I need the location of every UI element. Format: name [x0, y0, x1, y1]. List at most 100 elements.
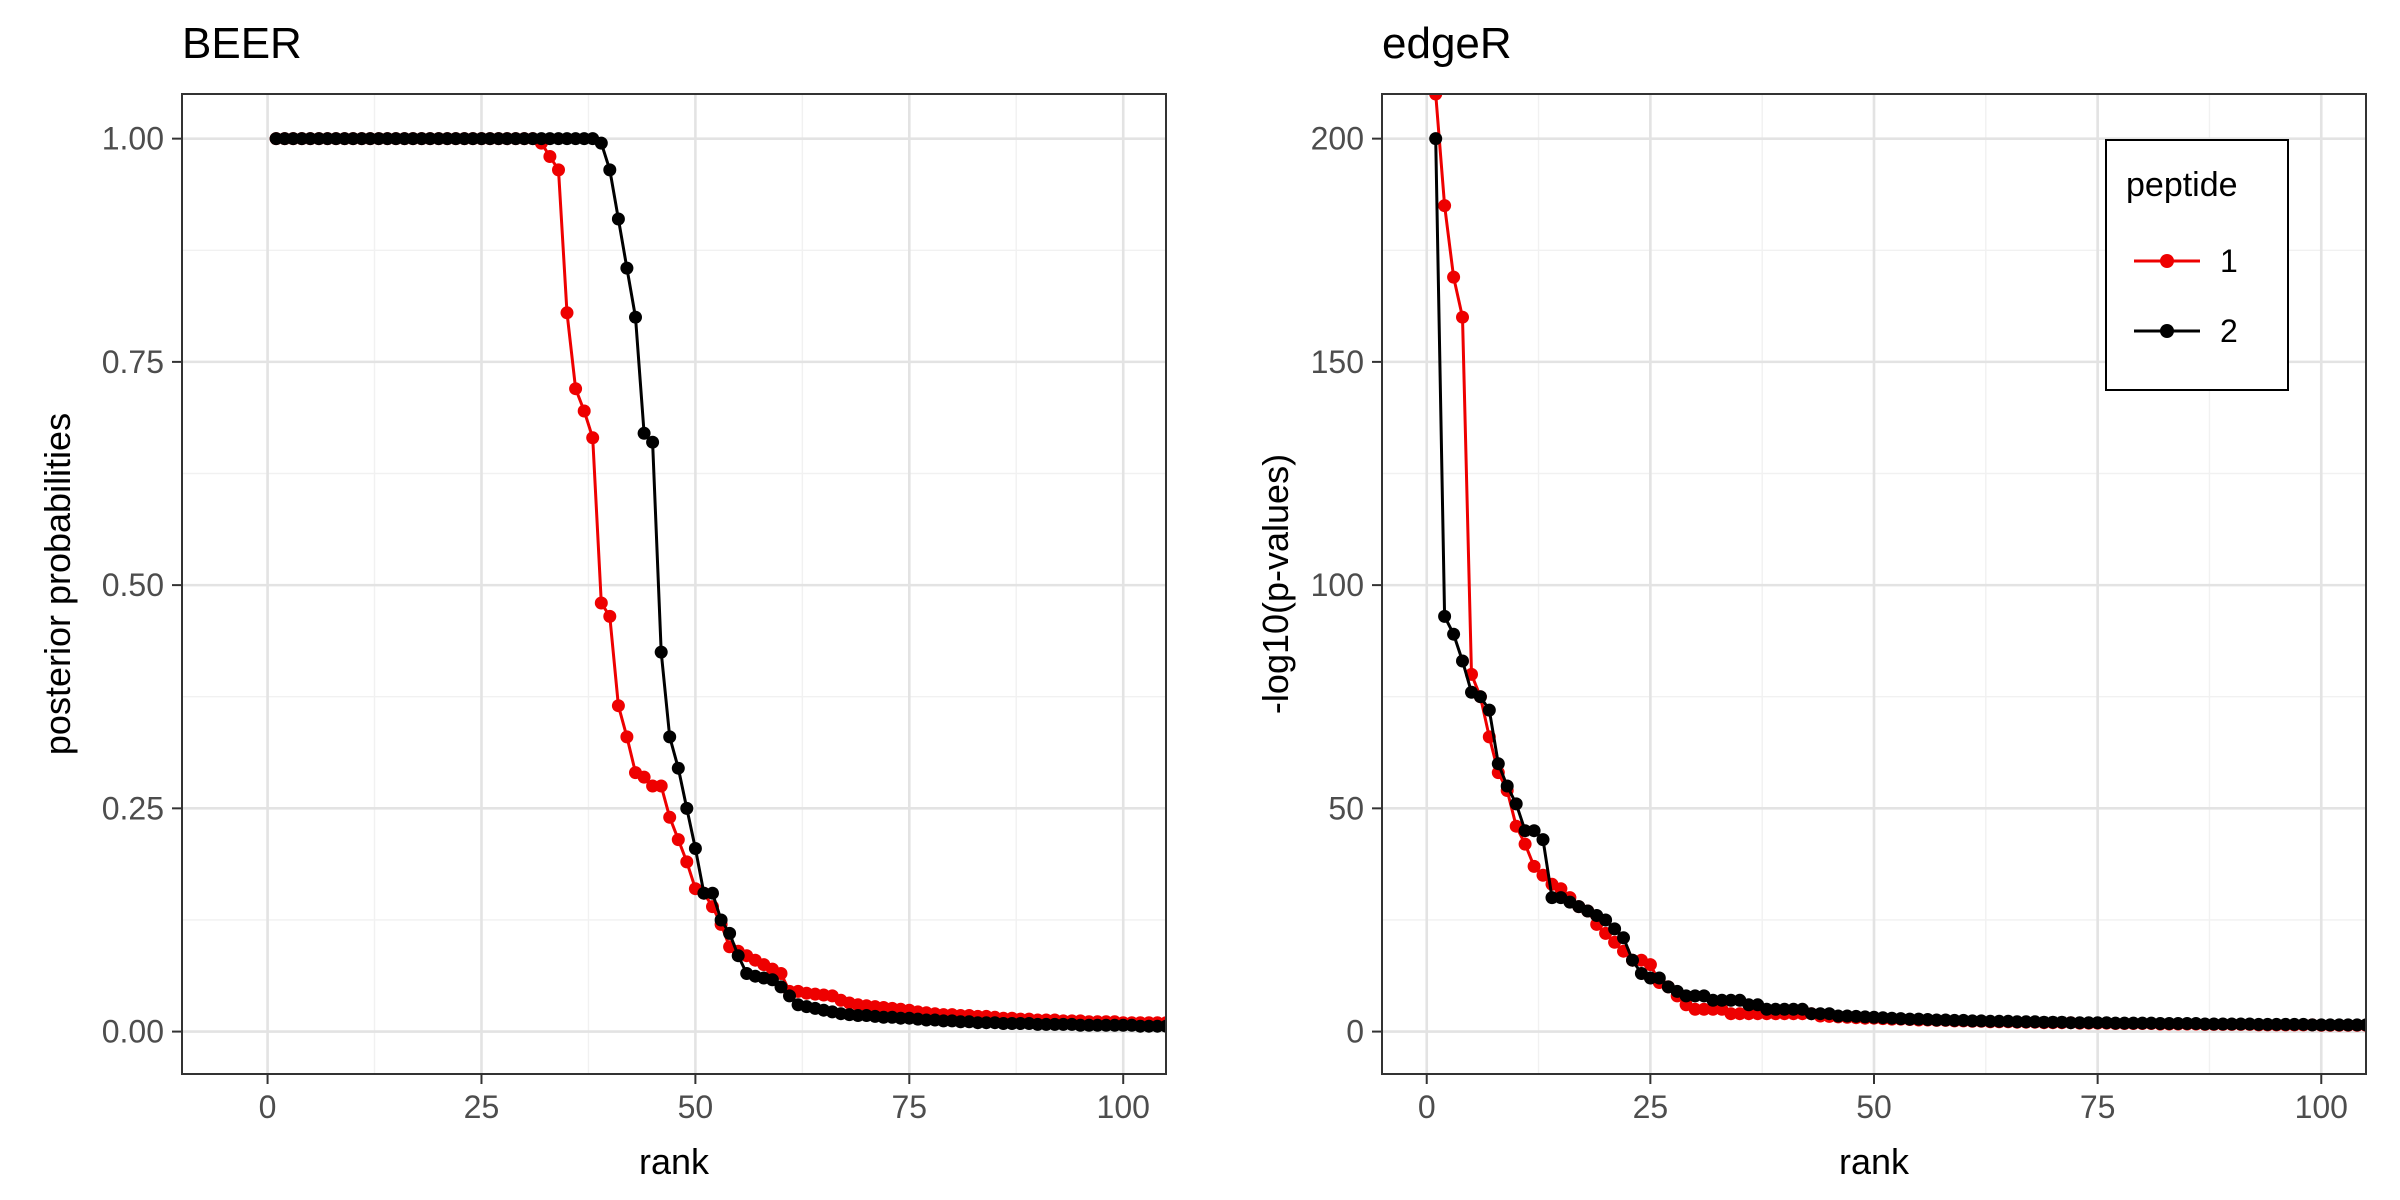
edger-series-1-point — [1456, 310, 1469, 324]
edger-series-2-point — [2073, 1016, 2087, 1030]
beer-x-tick-label: 0 — [259, 1089, 277, 1125]
legend-entry-1: 1 — [2134, 243, 2238, 279]
edger-title: edgeR — [1382, 19, 1512, 68]
edger-series-2-point — [2305, 1018, 2319, 1032]
beer-y-axis-title: posterior probabilities — [37, 413, 78, 755]
beer-series-2-point — [637, 426, 651, 440]
edger-series-1-point — [1447, 270, 1461, 284]
legend-title: peptide — [2126, 166, 2238, 204]
edger-series-2-point — [1787, 1002, 1800, 1016]
beer-series-2-point — [629, 310, 642, 324]
beer-series-1-point — [671, 833, 685, 847]
edger-series-1-point — [1688, 1002, 1702, 1016]
edger-series-2-point — [1831, 1009, 1845, 1023]
edger-x-tick-label: 50 — [1856, 1089, 1892, 1125]
legend: peptide 1 2 — [2105, 139, 2289, 391]
legend-box — [2105, 139, 2289, 391]
beer-series-2-point — [671, 761, 685, 775]
beer-series-1-point — [663, 810, 677, 824]
edger-series-2-point — [2109, 1016, 2122, 1030]
beer-axes: 0 25 50 75 100 0.00 0.25 0.50 0.75 1.00 — [102, 121, 1150, 1125]
edger-series-2-point — [2207, 1017, 2221, 1031]
edger-x-tick-label: 75 — [2080, 1089, 2116, 1125]
edger-series-2-point — [1545, 891, 1559, 905]
edger-y-tick-label: 0 — [1346, 1014, 1364, 1050]
edger-series-2-point — [1965, 1014, 1979, 1028]
edger-y-tick-label: 100 — [1311, 567, 1364, 603]
edger-series-2-point — [1527, 824, 1541, 838]
edger-series-2-point — [1679, 989, 1693, 1003]
edger-series-1-point — [1742, 1007, 1756, 1021]
beer-series-1-point — [543, 150, 557, 163]
edger-series-2-point — [1438, 609, 1452, 623]
edger-series-2-point — [2216, 1017, 2230, 1031]
beer-series-1-point — [569, 382, 583, 396]
beer-series-2-point — [603, 163, 617, 177]
beer-series-1-point — [552, 163, 565, 177]
edger-series-2-point — [2332, 1018, 2346, 1032]
edger-series-1-point — [1429, 94, 1443, 101]
edger-series-2-point — [2225, 1017, 2239, 1031]
beer-x-tick-label: 100 — [1097, 1089, 1150, 1125]
edger-series-2-point — [1518, 824, 1532, 838]
edger-series-1-point — [1697, 1002, 1711, 1016]
edger-series-2-point — [1456, 654, 1469, 668]
edger-series-2-point — [1715, 993, 1729, 1007]
edger-series-2-point — [2234, 1017, 2248, 1031]
edger-series-2-point — [2010, 1015, 2024, 1029]
beer-series-2-point — [783, 989, 796, 1003]
edger-grid — [1382, 94, 2366, 1074]
edger-series-2-point — [1500, 779, 1514, 793]
edger-series-2-point — [2118, 1016, 2131, 1030]
edger-series-2-point — [2019, 1015, 2033, 1029]
beer-panel: BEER 0 25 50 75 100 0.00 0.25 0.50 0.75 1.00 rank… — [37, 19, 1167, 1182]
edger-series-1-point — [1643, 958, 1657, 972]
edger-series-2-point — [2171, 1017, 2185, 1030]
edger-series-2-point — [1536, 833, 1550, 847]
edger-series-1-point — [1554, 882, 1568, 896]
beer-series-2-point — [688, 842, 702, 855]
edger-x-axis-title: rank — [1839, 1141, 1910, 1182]
edger-series-2-point — [1706, 993, 1720, 1007]
edger-x-tick-label: 100 — [2295, 1089, 2348, 1125]
edger-series-2-point — [2279, 1017, 2292, 1031]
edger-series-2-point — [1813, 1007, 1827, 1021]
beer-series-2-point — [714, 913, 728, 927]
legend-label-2: 2 — [2220, 313, 2238, 349]
edger-series-2-point — [2287, 1017, 2301, 1031]
edger-axes: 0 25 50 75 100 0 50 100 150 200 — [1311, 121, 2348, 1125]
edger-series-2-point — [2162, 1017, 2176, 1030]
edger-series-2-point — [1626, 953, 1639, 967]
legend-entry-2: 2 — [2134, 313, 2238, 349]
edger-series-2-point — [2126, 1016, 2140, 1030]
edger-series-1-point — [1536, 868, 1550, 882]
edger-series-2-point — [2359, 1018, 2366, 1032]
legend-point-1 — [2160, 254, 2174, 268]
edger-series-1-point — [1724, 1007, 1738, 1021]
beer-y-tick-label: 0.75 — [102, 344, 164, 380]
beer-x-tick-label: 50 — [678, 1089, 714, 1125]
edger-series-2-point — [1482, 703, 1496, 717]
edger-series-2-point — [1643, 971, 1657, 985]
edger-series-2-point — [2082, 1016, 2096, 1030]
edger-series-2-point — [2091, 1016, 2105, 1030]
beer-series-1-point — [586, 431, 600, 445]
edger-series-2-point — [2323, 1018, 2337, 1032]
edger-series-2-point — [1778, 1002, 1791, 1016]
beer-series-2-point — [654, 645, 668, 659]
edger-series-2-point — [1599, 913, 1613, 927]
edger-series-2-point — [1948, 1013, 1961, 1027]
edger-series-2-point — [2064, 1016, 2078, 1030]
beer-y-tick-label: 0.25 — [102, 790, 164, 826]
edger-x-tick-label: 0 — [1418, 1089, 1436, 1125]
edger-series-2 — [1429, 132, 2366, 1032]
edger-series-2-point — [2252, 1017, 2266, 1031]
edger-series-2-point — [2135, 1016, 2149, 1030]
beer-series-1-point — [611, 699, 625, 713]
edger-series-2-point — [1769, 1002, 1783, 1016]
beer-y-tick-label: 1.00 — [102, 121, 164, 157]
edger-series-2-point — [2037, 1015, 2051, 1029]
edger-series-1-point — [1527, 859, 1541, 873]
edger-y-tick-label: 50 — [1328, 790, 1364, 826]
edger-series-1-point — [1438, 199, 1452, 213]
